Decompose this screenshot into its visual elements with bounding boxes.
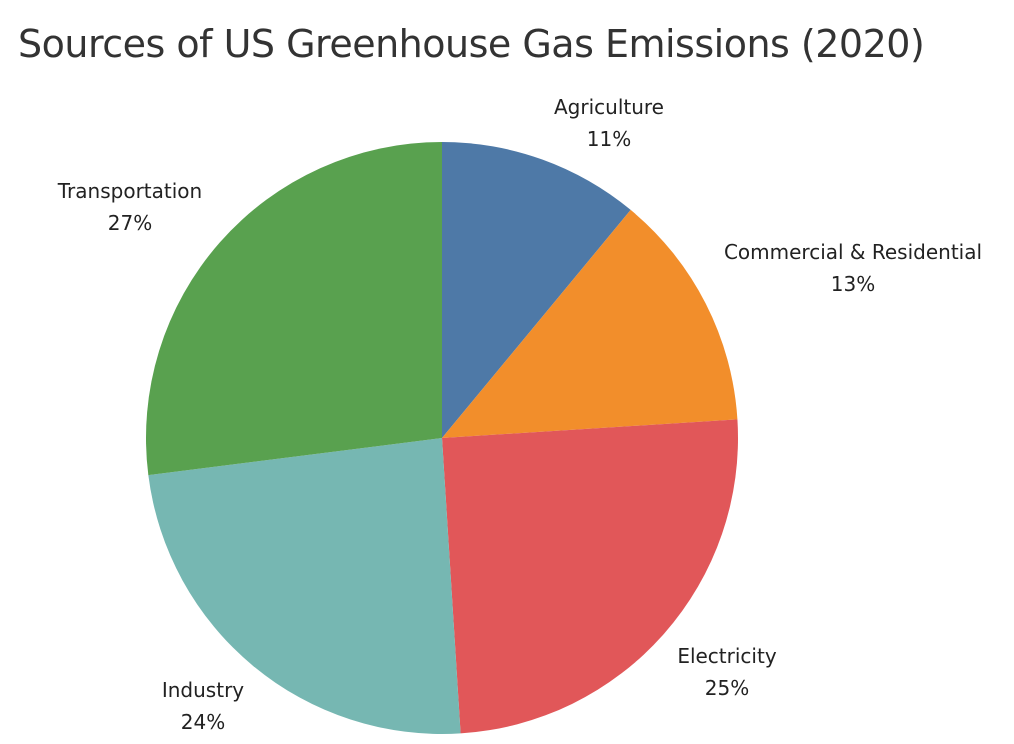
pie-slice-industry: [148, 438, 461, 735]
pie-slice-commercial-and-residential: [442, 209, 738, 438]
slice-label-electricity: Electricity: [677, 644, 777, 668]
slice-label-transportation: Transportation: [57, 179, 202, 203]
pie-slice-electricity: [442, 419, 739, 734]
slice-value-commercial-and-residential: 13%: [831, 272, 875, 296]
slice-label-commercial-and-residential: Commercial & Residential: [724, 240, 982, 264]
slice-label-industry: Industry: [162, 678, 244, 702]
slice-value-electricity: 25%: [705, 676, 749, 700]
slice-label-agriculture: Agriculture: [554, 95, 664, 119]
pie-slice-agriculture: [442, 142, 631, 438]
slice-value-agriculture: 11%: [587, 127, 631, 151]
slice-value-transportation: 27%: [108, 211, 152, 235]
slice-value-industry: 24%: [181, 710, 225, 734]
chart-title: Sources of US Greenhouse Gas Emissions (…: [18, 22, 925, 66]
pie-slice-transportation: [145, 142, 443, 476]
